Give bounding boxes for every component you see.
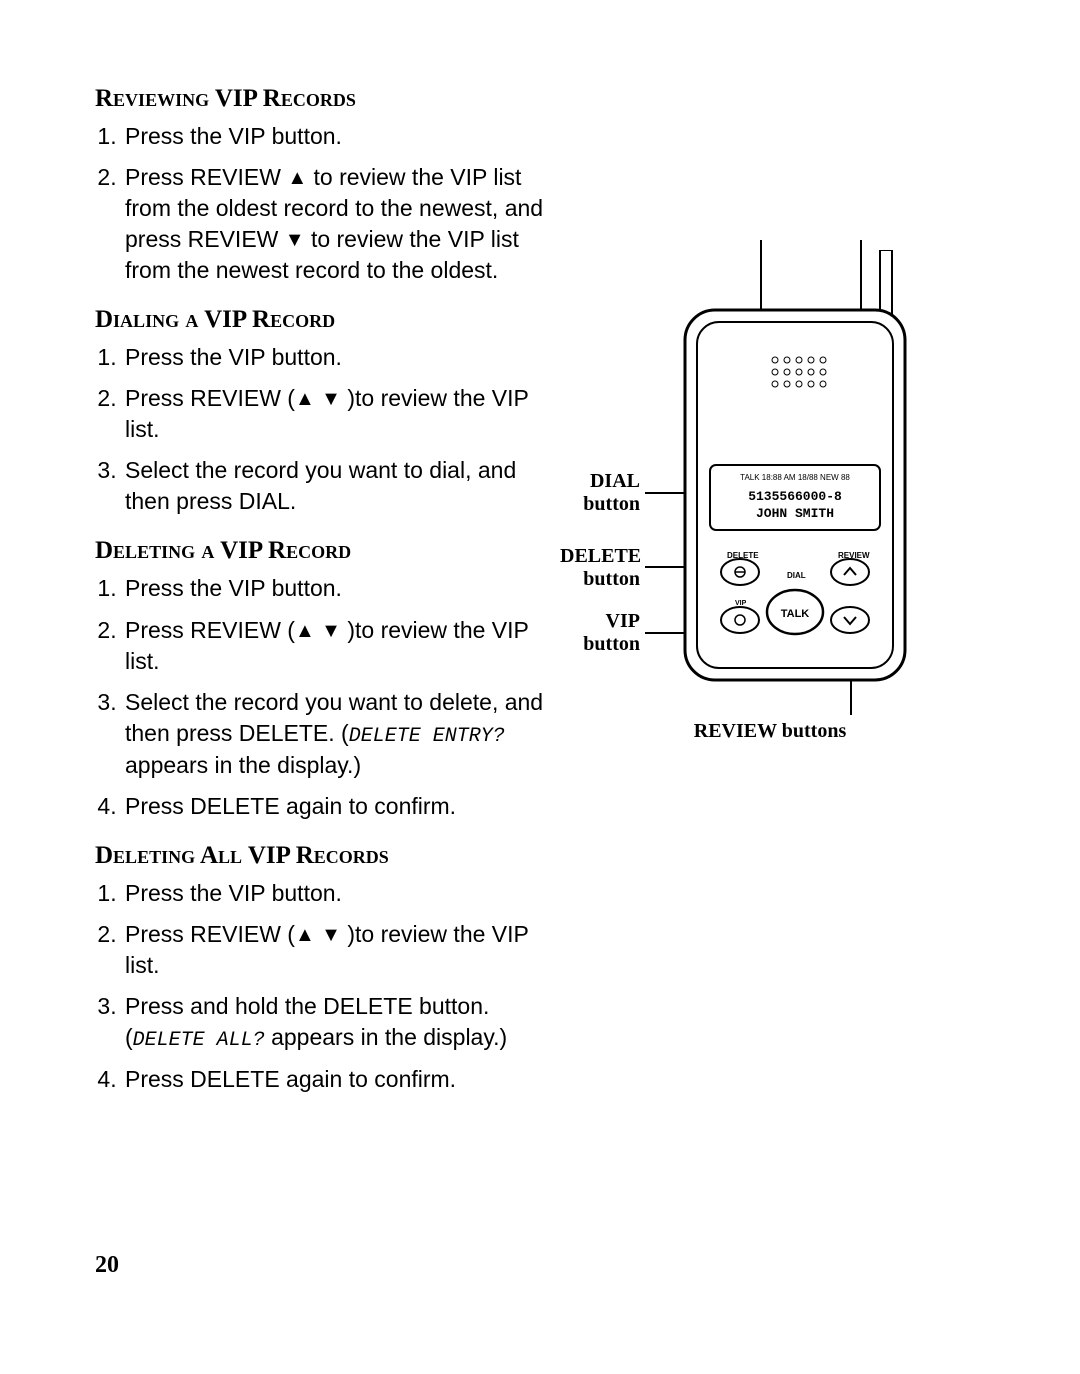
dial-button-label: DIALbutton <box>560 470 640 516</box>
section-heading-deleting: Deleting a VIP Record <box>95 537 555 565</box>
list-item: Press DELETE again to confirm. <box>123 1064 555 1095</box>
dial-btn-text: DIAL <box>787 571 806 580</box>
vip-btn-text: VIP <box>735 600 747 607</box>
list-item: Press REVIEW (▲ ▼ )to review the VIP lis… <box>123 919 555 981</box>
display-number: 5135566000-8 <box>748 489 842 504</box>
section-heading-deleting-all: Deleting All VIP Records <box>95 842 555 870</box>
review-buttons-label: REVIEW buttons <box>660 720 880 743</box>
display-name: JOHN SMITH <box>756 506 834 521</box>
list-item: Press the VIP button. <box>123 121 555 152</box>
phone-illustration: TALK 18:88 AM 18/88 NEW 88 5135566000-8 … <box>655 250 935 690</box>
text-column: Reviewing VIP Records Press the VIP butt… <box>95 85 555 1095</box>
list-item: Press REVIEW (▲ ▼ )to review the VIP lis… <box>123 615 555 677</box>
list-item: Press the VIP button. <box>123 878 555 909</box>
section-list-reviewing: Press the VIP button. Press REVIEW ▲ to … <box>95 121 555 286</box>
section-heading-dialing: Dialing a VIP Record <box>95 306 555 334</box>
list-item: Press REVIEW ▲ to review the VIP list fr… <box>123 162 555 286</box>
page-number: 20 <box>95 1252 119 1279</box>
review-down-button-icon <box>831 607 869 633</box>
list-item: Select the record you want to dial, and … <box>123 455 555 517</box>
phone-figure: DIALbutton DELETEbutton VIPbutton REVIEW… <box>560 240 1020 760</box>
section-list-deleting: Press the VIP button. Press REVIEW (▲ ▼ … <box>95 573 555 821</box>
vip-button-label: VIPbutton <box>560 610 640 656</box>
list-item: Press the VIP button. <box>123 573 555 604</box>
display-top-line: TALK 18:88 AM 18/88 NEW 88 <box>740 473 850 482</box>
delete-button-label: DELETEbutton <box>560 545 640 591</box>
list-item: Press the VIP button. <box>123 342 555 373</box>
list-item: Press and hold the DELETE button. (DELET… <box>123 991 555 1054</box>
section-list-dialing: Press the VIP button. Press REVIEW (▲ ▼ … <box>95 342 555 517</box>
section-list-deleting-all: Press the VIP button. Press REVIEW (▲ ▼ … <box>95 878 555 1095</box>
review-up-button-icon <box>831 559 869 585</box>
list-item: Press REVIEW (▲ ▼ )to review the VIP lis… <box>123 383 555 445</box>
talk-btn-text: TALK <box>781 608 810 620</box>
vip-button-icon <box>721 607 759 633</box>
section-heading-reviewing: Reviewing VIP Records <box>95 85 555 113</box>
list-item: Select the record you want to delete, an… <box>123 687 555 781</box>
list-item: Press DELETE again to confirm. <box>123 791 555 822</box>
